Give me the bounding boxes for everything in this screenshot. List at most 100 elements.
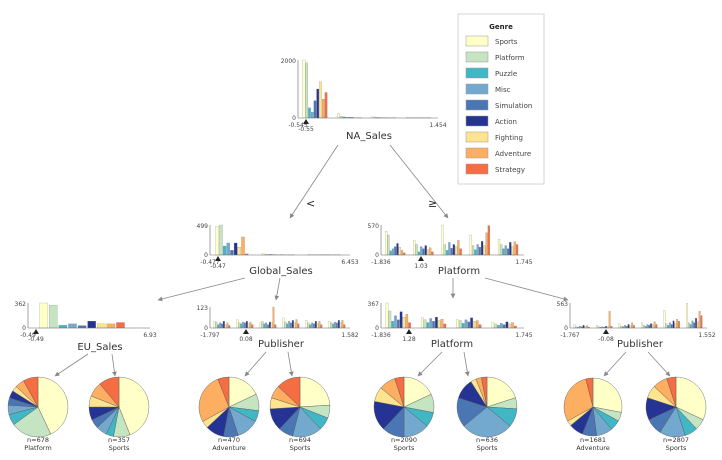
node-publisher-right: 563 0-1.767 1.552 -0.08 Publisher	[557, 301, 716, 350]
bar-simulation	[221, 323, 223, 329]
pie-slice-strategy	[481, 376, 488, 408]
bar-adventure	[485, 232, 488, 256]
bar-puzzle	[426, 322, 430, 329]
bar-simulation	[506, 248, 510, 256]
bar-puzzle	[461, 323, 465, 329]
legend-swatch-action	[465, 115, 489, 127]
threshold-label: -0.08	[598, 336, 614, 343]
bar-adventure	[321, 99, 325, 119]
y-zero-label: 0	[204, 325, 208, 332]
bar-simulation	[313, 100, 317, 119]
bar-simulation	[422, 248, 425, 256]
pie-slice-sports	[299, 376, 331, 408]
leaf-count-label: n=636	[476, 436, 498, 444]
bar-puzzle	[391, 321, 394, 329]
x-min-label: -1.836	[371, 259, 391, 266]
bar-simulation	[394, 246, 397, 256]
legend-swatch-adventure	[465, 147, 489, 159]
bar-strategy	[700, 315, 703, 329]
y-zero-label: 0	[292, 115, 296, 122]
bar-platform	[443, 244, 446, 256]
leaf-class-label: Sports	[109, 444, 130, 452]
bar-adventure	[513, 241, 516, 256]
pie-slice-strategy	[23, 376, 39, 408]
bar-sports	[596, 325, 598, 329]
leaf-class-label: Sports	[477, 444, 498, 452]
bar-simulation	[432, 321, 435, 329]
bar-platform	[387, 234, 390, 256]
edge-n1-n4	[274, 277, 281, 301]
bar-simulation	[267, 324, 269, 329]
pie-slice-sports	[118, 376, 150, 436]
bar-strategy	[116, 322, 125, 329]
node-platform: 570 0-1.836 1.745 1.03 Platform	[368, 223, 533, 277]
bar-platform	[284, 321, 287, 329]
bar-sports	[282, 317, 285, 329]
bar-strategy	[343, 324, 346, 329]
pie-slice-strategy	[99, 376, 120, 408]
bar-sports	[236, 319, 239, 329]
bar-puzzle	[497, 325, 500, 329]
node-global-sales: 499 0-0.477 6.453 -0.47 Global_Sales	[197, 223, 359, 277]
bar-puzzle	[58, 325, 68, 329]
x-max-label: 6.453	[341, 259, 358, 266]
x-max-label: 1.745	[515, 332, 532, 339]
y-zero-label: 0	[375, 252, 379, 259]
threshold-label: 1.28	[402, 336, 416, 343]
bar-sports	[215, 226, 219, 256]
bar-platform	[415, 244, 418, 256]
split-feature-label: Publisher	[617, 339, 664, 350]
split-feature-label: Platform	[438, 266, 480, 277]
bar-strategy	[487, 225, 490, 256]
bar-adventure	[475, 320, 479, 329]
bar-action	[291, 320, 294, 329]
bar-puzzle	[240, 323, 243, 329]
bar-misc	[420, 246, 423, 256]
edge-root-n2	[389, 144, 449, 219]
y-max-label: 499	[197, 223, 209, 230]
x-min-label: -1.836	[371, 332, 391, 339]
bar-puzzle	[667, 325, 670, 329]
bar-adventure	[676, 319, 679, 329]
bar-action	[650, 323, 652, 329]
bar-strategy	[678, 321, 680, 329]
threshold-label: -0.47	[210, 263, 226, 270]
bar-simulation	[502, 324, 506, 329]
threshold-marker	[418, 256, 424, 261]
bar-sports	[686, 303, 688, 329]
legend-label-sports: Sports	[495, 38, 518, 46]
bar-sports	[413, 240, 416, 256]
legend-label-simulation: Simulation	[495, 102, 532, 110]
bar-simulation	[77, 325, 87, 329]
y-max-label: 563	[557, 301, 569, 308]
bar-platform	[665, 323, 668, 329]
bar-action	[424, 245, 427, 256]
leaf-class-label: Adventure	[212, 444, 246, 452]
y-max-label: 570	[368, 223, 380, 230]
bar-misc	[311, 322, 314, 329]
bar-fighting	[511, 246, 514, 256]
edge-label-right: ≥	[428, 197, 437, 210]
bar-fighting	[270, 322, 273, 329]
x-min-label: -1.797	[200, 332, 220, 339]
bar-platform	[500, 244, 503, 256]
bar-puzzle	[502, 248, 505, 256]
bar-adventure	[249, 321, 252, 329]
legend-label-platform: Platform	[495, 54, 525, 62]
legend-swatch-strategy	[465, 163, 489, 175]
bar-puzzle	[217, 324, 220, 329]
bar-platform	[494, 323, 497, 329]
bar-strategy	[251, 324, 254, 329]
bar-simulation	[693, 322, 696, 329]
bar-adventure	[631, 322, 634, 329]
bar-strategy	[514, 325, 517, 329]
bar-platform	[642, 325, 645, 329]
legend-swatch-puzzle	[465, 67, 489, 79]
bar-action	[268, 321, 271, 329]
bar-strategy	[459, 248, 462, 256]
node-platform-right: 367 0-1.836 1.745 1.28 Platform	[368, 301, 533, 350]
edge-n4-leaf3	[244, 351, 267, 377]
y-max-label: 123	[197, 305, 209, 312]
